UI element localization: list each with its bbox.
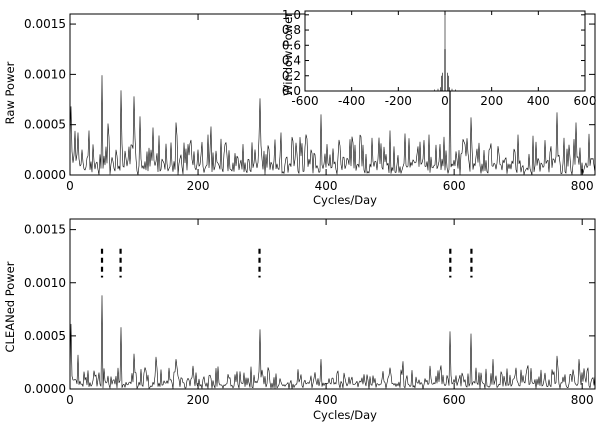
window-x-tick-label: 600 <box>574 94 597 108</box>
raw-y-tick-label: 0.0010 <box>24 67 66 81</box>
raw-power-trace <box>69 54 596 176</box>
raw-y-tick-label: 0.0015 <box>24 17 66 31</box>
raw-x-tick-label: 600 <box>443 179 466 193</box>
window-y-tick-label: 0.2 <box>282 69 301 83</box>
window-y-tick-label: 0.0 <box>282 84 301 98</box>
raw-y-tick-label: 0.0000 <box>24 168 66 182</box>
raw-x-tick-label: 0 <box>66 179 74 193</box>
window-x-tick-label: -200 <box>385 94 412 108</box>
clean-x-tick-label: 0 <box>66 393 74 407</box>
cleaned-power-panel: CLEANed Power Cycles/Day 0 200 400 600 800 0.… <box>3 218 596 422</box>
window-y-tick-label: 0.6 <box>282 38 301 52</box>
clean-y-tick-label: 0.0010 <box>24 276 66 290</box>
clean-y-tick-label: 0.0000 <box>24 382 66 396</box>
window-y-tick-label: 1.0 <box>282 8 301 22</box>
raw-y-axis-label: Raw Power <box>3 61 17 124</box>
window-x-tick-label: 200 <box>480 94 503 108</box>
clean-x-tick-label: 600 <box>443 393 466 407</box>
clean-power-trace <box>69 295 596 390</box>
window-spectral-window-trace <box>305 14 585 92</box>
window-x-tick-label: 0 <box>441 94 449 108</box>
window-x-tick-label: -400 <box>338 94 365 108</box>
window-x-tick-label: -600 <box>291 94 318 108</box>
clean-x-tick-label: 200 <box>187 393 210 407</box>
window-y-axis-label: Window Power <box>281 12 295 96</box>
clean-y-axis-label: CLEANed Power <box>3 261 17 352</box>
window-x-tick-label: 400 <box>527 94 550 108</box>
raw-x-tick-label: 400 <box>315 179 338 193</box>
raw-x-tick-label: 800 <box>571 179 594 193</box>
clean-x-tick-label: 800 <box>571 393 594 407</box>
raw-y-tick-label: 0.0005 <box>24 118 66 132</box>
clean-y-tick-label: 0.0015 <box>24 223 66 237</box>
clean-x-tick-label: 400 <box>315 393 338 407</box>
clean-plot-frame <box>69 218 596 390</box>
clean-x-axis-label: Cycles/Day <box>313 408 377 422</box>
window-power-inset: Window Power -600 -400 -200 0 200 400 6000.00.… <box>281 8 596 108</box>
window-y-tick-label: 0.4 <box>282 54 301 68</box>
window-y-tick-label: 0.8 <box>282 23 301 37</box>
clean-y-tick-label: 0.0005 <box>24 329 66 343</box>
raw-x-tick-label: 200 <box>187 179 210 193</box>
raw-x-axis-label: Cycles/Day <box>313 193 377 207</box>
raw-power-panel: Raw Power Cycles/Day 0 200 400 600 800 0.0000… <box>3 13 596 207</box>
